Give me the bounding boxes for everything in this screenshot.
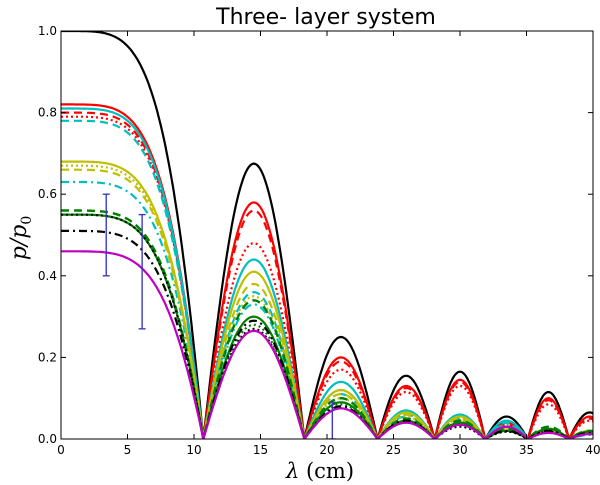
y-axis-base: p/p <box>7 225 32 261</box>
error-bar-2 <box>138 213 146 330</box>
y-axis-label: p/p0 <box>7 216 35 261</box>
x-axis-symbol: λ <box>285 459 299 483</box>
x-tick-label: 10 <box>186 443 201 457</box>
x-tick-label: 5 <box>124 443 132 457</box>
x-axis-label: λ (cm) <box>285 459 354 483</box>
series-line-9 <box>61 168 593 439</box>
series-line-5 <box>61 107 593 439</box>
x-tick-label: 0 <box>57 443 65 457</box>
y-tick-label: 0.2 <box>38 350 57 364</box>
y-axis-sub: 0 <box>19 216 35 225</box>
x-tick-label: 15 <box>253 443 268 457</box>
plot-area <box>61 31 593 439</box>
series-line-3 <box>61 111 593 439</box>
y-tick-label: 0.4 <box>38 269 57 283</box>
x-tick-label: 25 <box>386 443 401 457</box>
x-tick-label: 35 <box>519 443 534 457</box>
x-tick-label: 40 <box>585 443 600 457</box>
y-tick-label: 0.8 <box>38 106 57 120</box>
error-bar-1 <box>102 193 110 277</box>
axis-ticks: 0 5 10 15 20 25 30 35 40 0.0 0.2 0.4 0.6 0.8 1.0 <box>38 24 600 457</box>
x-tick-label: 30 <box>452 443 467 457</box>
series-line-2 <box>61 103 593 439</box>
series-line-11 <box>61 209 593 439</box>
x-tick-label: 20 <box>319 443 334 457</box>
y-tick-label: 1.0 <box>38 24 57 38</box>
y-tick-label: 0.0 <box>38 432 57 446</box>
series-line-16 <box>61 250 593 439</box>
chart-title: Three- layer system <box>215 5 436 30</box>
series-line-1 <box>61 31 593 439</box>
x-axis-unit: (cm) <box>299 459 354 483</box>
series-line-15 <box>61 213 593 439</box>
error-bar-3 <box>328 401 336 439</box>
y-tick-label: 0.6 <box>38 187 57 201</box>
